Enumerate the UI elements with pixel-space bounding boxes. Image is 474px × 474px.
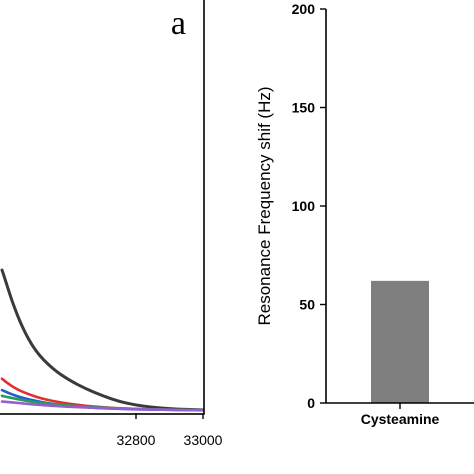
panel-b-x-categories: Cysteamine [361,403,440,427]
panel-a-series-line-1 [0,268,205,412]
panel-b-y-axis-label: Resonance Frequency shif (Hz) [255,86,274,325]
panel-b-y-tick-label: 50 [299,297,315,313]
panel-b-y-tick-label: 0 [307,395,315,411]
panel-a-x-tick-label: 33000 [184,432,223,448]
panel-a-series-line-5 [0,400,205,412]
panel-a-x-ticks: 32800 33000 [117,413,223,448]
panel-b-bar-chart: 0 50 100 150 200 Cysteamine Resonance Freque… [255,1,474,427]
panel-b-y-tick-label: 100 [292,198,316,214]
panel-a-x-tick-label: 32800 [117,432,156,448]
panel-a-line-chart: 32800 33000 a [0,0,223,448]
panel-b-x-category-label: Cysteamine [361,411,440,427]
panel-b-bars [371,280,429,403]
panel-a-frame [0,0,205,415]
panel-a-letter: a [171,5,186,42]
panel-b-bar-cysteamine [371,280,429,403]
panel-a-series-lines [0,268,205,412]
panel-b-y-tick-label: 200 [292,1,316,17]
panel-b-y-ticks: 0 50 100 150 200 [292,1,326,411]
panel-b-y-tick-label: 150 [292,100,316,116]
